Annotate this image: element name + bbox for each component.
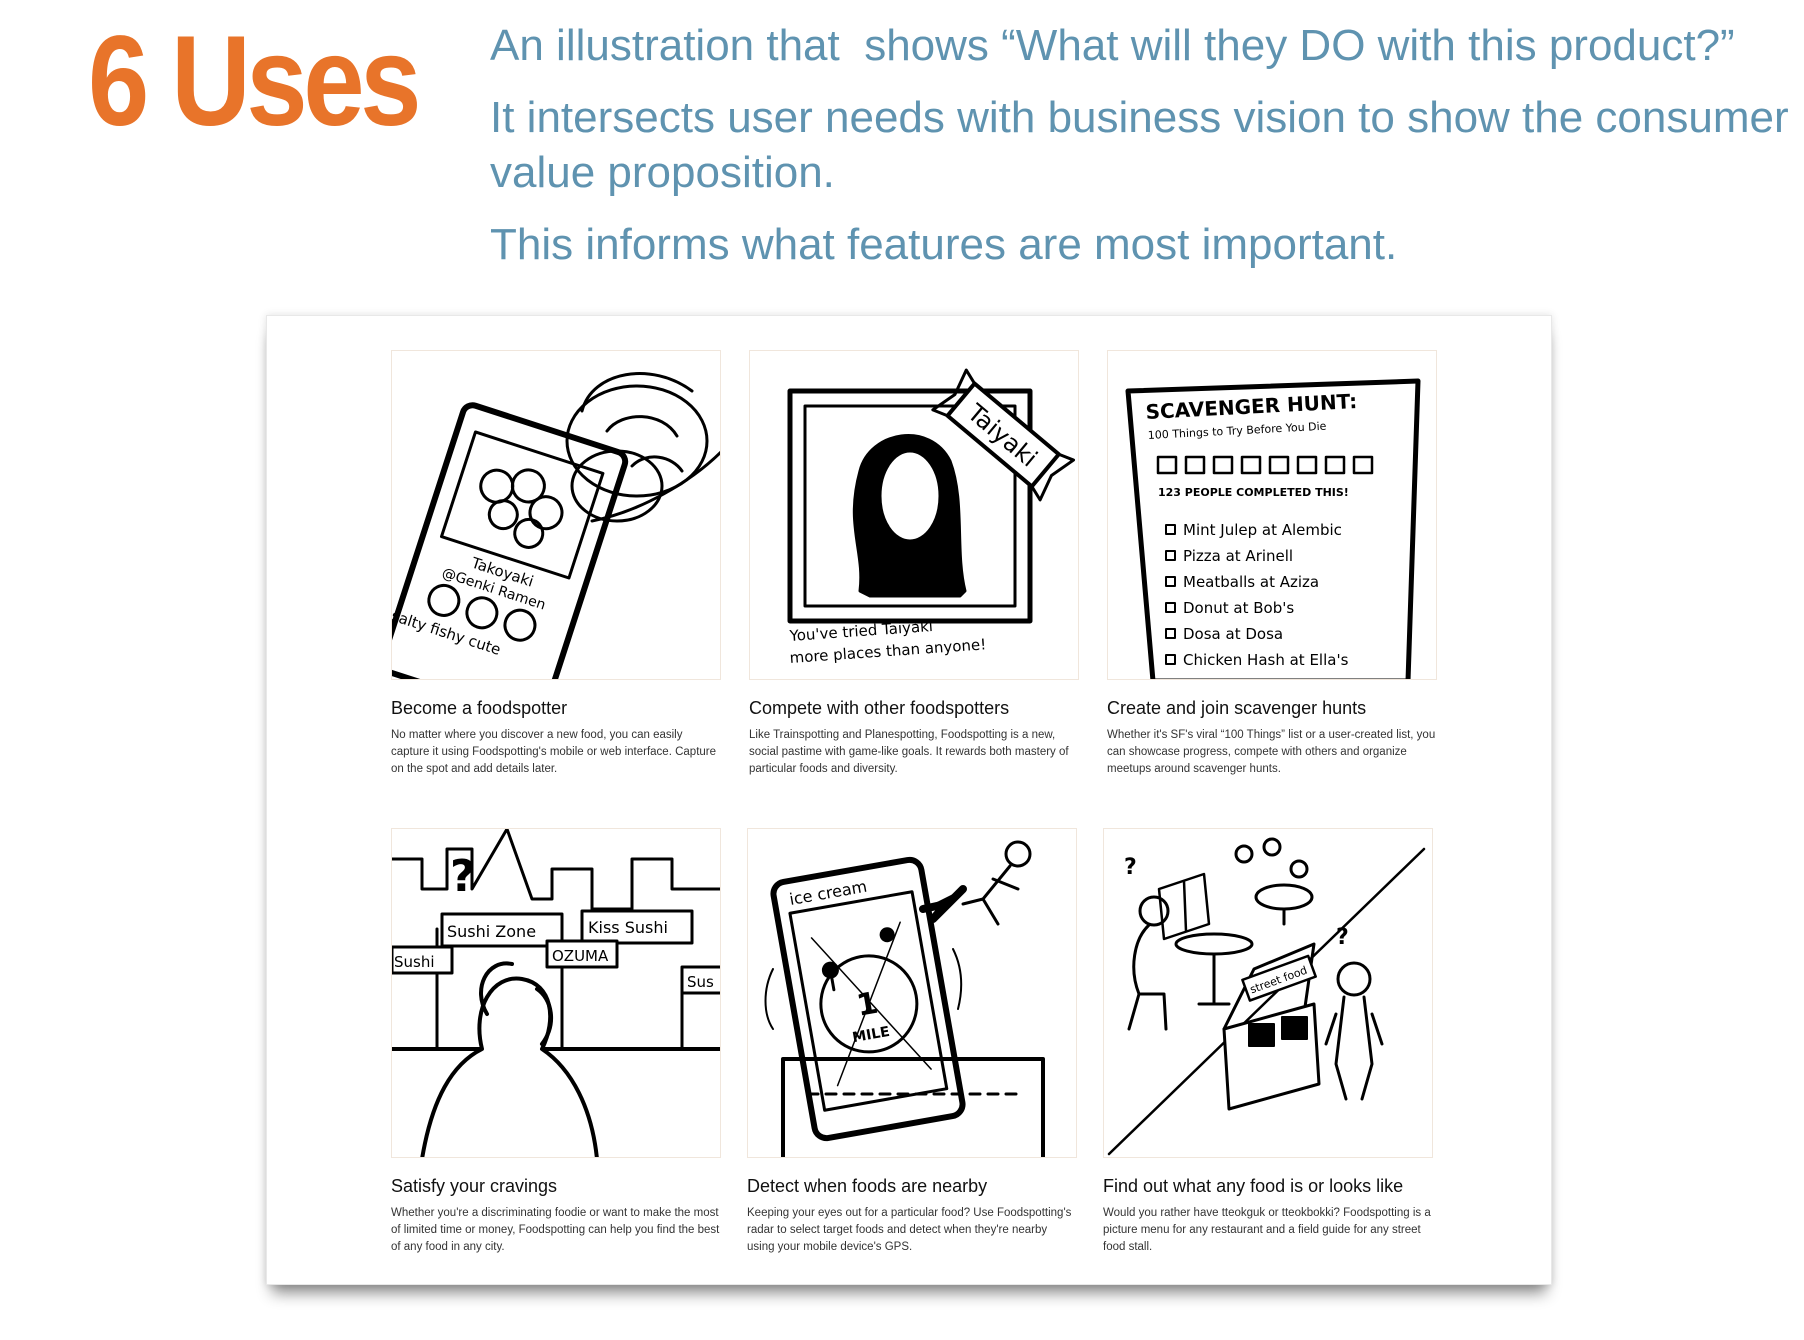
use-illustration: Takoyaki @Genki Ramen salty fishy cute	[391, 350, 721, 680]
hunt-item: Pizza at Arinell	[1183, 547, 1293, 565]
use-illustration: ? street food ?	[1103, 828, 1433, 1158]
people-count: 123 PEOPLE COMPLETED THIS!	[1158, 486, 1349, 499]
use-description: Would you rather have tteokguk or tteokb…	[1103, 1207, 1431, 1253]
shop-sign: Sushi	[394, 953, 435, 971]
use-card: ice cream 1 MILE Detect when foods are n…	[747, 828, 1077, 1256]
use-card: Sushi Zone Kiss Sushi Sushi OZUMA Sus ? …	[391, 828, 721, 1256]
use-card: ? street food ? Find out what any food i…	[1103, 828, 1433, 1256]
hunt-item: Meatballs at Aziza	[1183, 573, 1319, 591]
hunt-item: Mint Julep at Alembic	[1183, 521, 1342, 539]
use-illustration: Sushi Zone Kiss Sushi Sushi OZUMA Sus ?	[391, 828, 721, 1158]
question-mark-icon: ?	[1336, 925, 1349, 950]
use-description: Keeping your eyes out for a particular f…	[747, 1207, 1072, 1253]
shop-sign: Kiss Sushi	[588, 918, 668, 937]
distance-unit: MILE	[851, 1024, 891, 1046]
use-heading: Satisfy your cravings	[391, 1176, 558, 1196]
radar-phone-sketch: ice cream 1 MILE	[764, 840, 1045, 1157]
question-mark-icon: ?	[1124, 855, 1137, 880]
uses-sheet: Takoyaki @Genki Ramen salty fishy cute B…	[266, 315, 1552, 1285]
portrait-badge-sketch: Taiyaki You've tried Taiyaki more places…	[787, 368, 1076, 667]
phone-photo-sketch: Takoyaki @Genki Ramen salty fishy cute	[392, 372, 720, 679]
city-signs-sketch: Sushi Zone Kiss Sushi Sushi OZUMA Sus ?	[392, 829, 720, 1157]
intro-line: An illustration that shows “What will th…	[490, 21, 1735, 70]
shop-sign: OZUMA	[552, 947, 609, 965]
use-illustration: SCAVENGER HUNT: 100 Things to Try Before…	[1107, 350, 1437, 680]
hunt-item: Chicken Hash at Ella's	[1183, 651, 1349, 669]
shop-sign: Sus	[687, 973, 714, 991]
shop-sign: Sushi Zone	[447, 922, 536, 941]
hunt-item: Dosa at Dosa	[1183, 625, 1283, 643]
slide-title: 6 Uses	[88, 10, 421, 153]
distance-value: 1	[854, 986, 881, 1024]
use-heading: Create and join scavenger hunts	[1107, 698, 1367, 718]
use-heading: Detect when foods are nearby	[747, 1176, 988, 1196]
hunt-item: Donut at Bob's	[1183, 599, 1294, 617]
hunt-subtitle: 100 Things to Try Before You Die	[1147, 420, 1326, 442]
use-heading: Become a foodspotter	[391, 698, 568, 718]
menu-and-stall-sketch: ? street food ?	[1107, 837, 1426, 1156]
use-card: Takoyaki @Genki Ramen salty fishy cute B…	[391, 350, 721, 778]
use-heading: Compete with other foodspotters	[749, 698, 1010, 718]
question-mark-icon: ?	[450, 851, 476, 902]
use-illustration: ice cream 1 MILE	[747, 828, 1077, 1158]
intro-line: It intersects user needs with business v…	[490, 93, 1801, 197]
use-heading: Find out what any food is or looks like	[1103, 1176, 1404, 1196]
use-card: Taiyaki You've tried Taiyaki more places…	[749, 350, 1079, 778]
checklist-sketch: SCAVENGER HUNT: 100 Things to Try Before…	[1125, 378, 1421, 679]
use-card: SCAVENGER HUNT: 100 Things to Try Before…	[1107, 350, 1437, 778]
use-description: No matter where you discover a new food,…	[391, 729, 717, 775]
intro-text: An illustration that shows “What will th…	[490, 18, 1790, 289]
use-description: Whether you're a discriminating foodie o…	[391, 1207, 720, 1253]
use-description: Whether it's SF's viral “100 Things” lis…	[1107, 729, 1436, 775]
use-illustration: Taiyaki You've tried Taiyaki more places…	[749, 350, 1079, 680]
intro-line: This informs what features are most impo…	[490, 220, 1398, 269]
use-description: Like Trainspotting and Planespotting, Fo…	[749, 729, 1069, 775]
